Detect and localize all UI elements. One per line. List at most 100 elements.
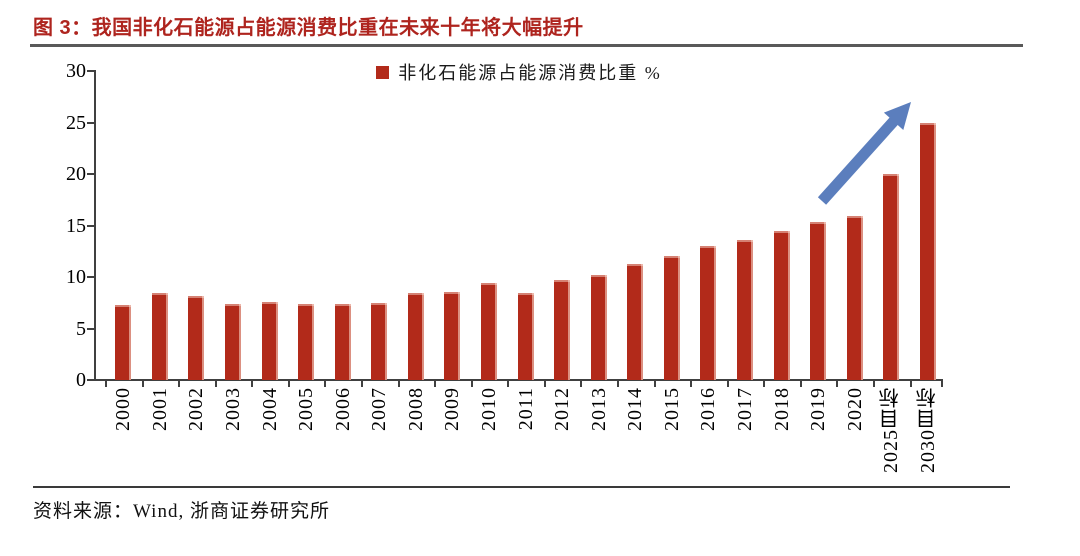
x-tick-label-text: 2006: [331, 387, 354, 431]
x-tick-label-text: 2013: [587, 387, 610, 431]
y-tick-label-20: 20: [66, 163, 86, 185]
x-tick-label-2012: 2012: [551, 387, 573, 431]
y-tick-label-10: 10: [66, 266, 86, 288]
x-tick: [616, 381, 619, 387]
y-tick: [87, 276, 94, 278]
x-tick: [397, 381, 400, 387]
x-tick-label-2008: 2008: [405, 387, 427, 431]
x-tick-label-text: 2011: [514, 387, 537, 431]
x-tick: [214, 381, 217, 387]
bar-2006: [334, 303, 351, 380]
y-axis-line: [94, 70, 96, 381]
x-tick: [361, 381, 363, 387]
x-tick: [836, 381, 839, 387]
x-tick-label-2002: 2002: [185, 387, 207, 431]
x-tick: [543, 381, 546, 387]
x-tick: [941, 381, 943, 387]
bar-2014: [627, 263, 644, 380]
x-tick-label-text: 2030目标: [916, 387, 939, 473]
y-tick: [87, 173, 94, 175]
x-tick-label-2006: 2006: [332, 387, 354, 431]
y-tick: [87, 327, 94, 330]
x-tick-label-2001: 2001: [149, 387, 171, 431]
x-tick-label-text: 2009: [441, 387, 464, 431]
source-divider: [33, 486, 1010, 488]
x-tick-label-text: 2015: [660, 387, 683, 431]
y-tick: [87, 224, 94, 227]
bar-2008: [407, 293, 424, 380]
x-tick-label-text: 2001: [148, 387, 171, 431]
x-tick: [251, 381, 254, 387]
x-tick: [434, 381, 437, 387]
x-tick-label-2019: 2019: [807, 387, 829, 431]
chart-legend: 非化石能源占能源消费比重 %: [95, 59, 943, 85]
x-tick-label-text: 2000: [112, 387, 135, 431]
bar-2010: [481, 283, 497, 380]
bar-2020: [846, 216, 863, 380]
x-tick: [909, 381, 912, 387]
y-tick: [87, 70, 94, 72]
bar-2013: [590, 274, 607, 380]
bar-2001: [151, 293, 168, 380]
x-tick-label-text: 2008: [404, 387, 427, 431]
x-tick-label-text: 2003: [222, 387, 244, 431]
x-tick-label-text: 2016: [697, 387, 720, 431]
bar-2015: [663, 256, 680, 380]
source-note: 资料来源：Wind, 浙商证券研究所: [33, 501, 330, 522]
y-tick-label-5: 5: [76, 317, 86, 340]
y-tick-label-30: 30: [66, 60, 86, 82]
y-tick: [87, 379, 94, 381]
bar-2016: [700, 246, 717, 380]
bar-2017: [736, 239, 753, 380]
x-tick-label-2030目标: 2030目标: [917, 387, 939, 473]
x-tick-label-text: 2012: [551, 387, 574, 431]
x-tick-label-text: 2025目标: [880, 387, 903, 473]
x-tick-label-2004: 2004: [259, 387, 281, 431]
legend-label: 非化石能源占能源消费比重 %: [398, 63, 662, 83]
x-tick-label-text: 2002: [185, 387, 208, 431]
x-tick-label-2003: 2003: [222, 387, 244, 431]
bar-2003: [225, 303, 241, 380]
x-tick-label-text: 2017: [733, 387, 756, 431]
x-tick: [653, 381, 656, 387]
x-tick: [507, 381, 510, 387]
x-tick: [470, 381, 473, 387]
bar-2019: [810, 222, 827, 380]
y-tick-label-25: 25: [66, 111, 86, 134]
legend-marker-icon: [376, 65, 390, 79]
bar-2012: [554, 280, 571, 380]
x-tick-label-2018: 2018: [771, 387, 793, 431]
figure-title: 图 3：我国非化石能源占能源消费比重在未来十年将大幅提升: [33, 17, 584, 39]
x-tick: [872, 381, 875, 387]
x-tick-label-text: 2019: [807, 387, 830, 431]
x-tick-label-2010: 2010: [478, 387, 500, 431]
y-tick: [87, 121, 94, 124]
x-tick: [580, 381, 583, 387]
bar-2004: [261, 301, 278, 380]
x-tick-label-text: 2004: [258, 387, 281, 431]
bar-2025目标: [883, 174, 900, 380]
x-tick-label-2016: 2016: [697, 387, 719, 431]
x-tick-label-2011: 2011: [515, 387, 537, 430]
x-tick-label-2014: 2014: [624, 387, 646, 431]
x-tick-label-2025目标: 2025目标: [880, 387, 902, 473]
bar-2030目标: [919, 122, 936, 380]
title-divider: [30, 44, 1023, 47]
x-tick: [690, 381, 693, 387]
x-tick: [105, 381, 107, 387]
x-tick-label-text: 2014: [624, 387, 647, 431]
bar-2005: [298, 303, 315, 380]
x-tick: [763, 381, 766, 387]
x-tick: [178, 381, 181, 387]
x-tick-label-text: 2005: [295, 387, 318, 431]
x-tick-label-2000: 2000: [112, 387, 134, 431]
x-tick: [324, 381, 327, 387]
x-tick: [287, 381, 290, 387]
x-tick: [799, 381, 802, 387]
x-tick: [141, 381, 144, 387]
bar-2007: [371, 302, 388, 380]
x-tick-label-2009: 2009: [441, 387, 463, 431]
x-tick-label-text: 2018: [770, 387, 793, 431]
